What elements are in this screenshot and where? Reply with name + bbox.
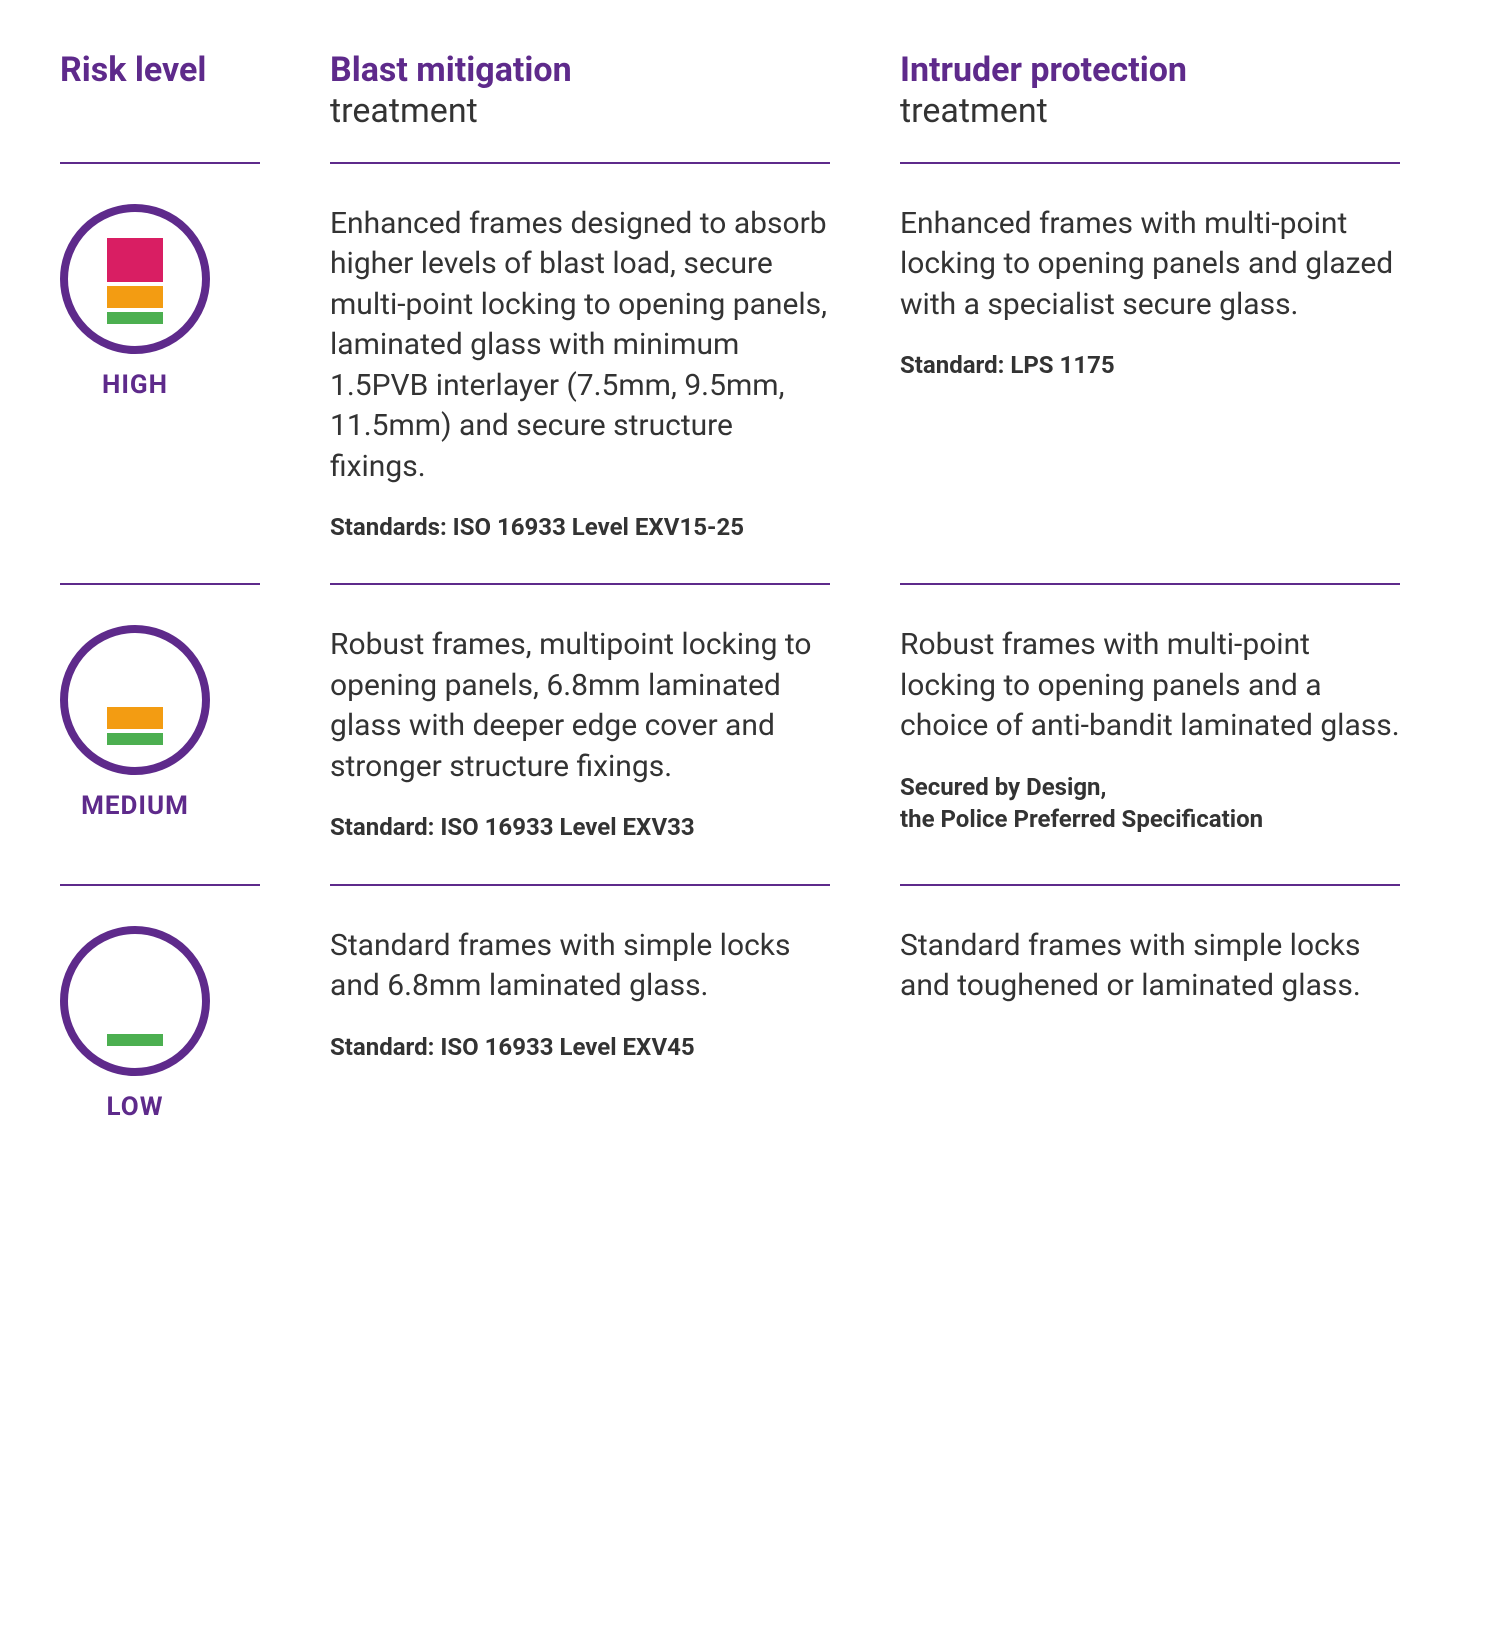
blast-cell-low: Standard frames with simple locks and 6.… xyxy=(330,886,830,1162)
risk-cell-medium: MEDIUM xyxy=(60,585,260,883)
risk-cell-low: LOW xyxy=(60,886,260,1162)
risk-label-medium: MEDIUM xyxy=(60,791,210,821)
blast-cell-high: Enhanced frames designed to absorb highe… xyxy=(330,164,830,584)
bar-green-icon xyxy=(107,1034,163,1046)
bar-green-icon xyxy=(107,312,163,324)
header-risk-title: Risk level xyxy=(60,50,260,90)
intruder-cell-high: Enhanced frames with multi-point locking… xyxy=(900,164,1400,584)
intruder-cell-medium: Robust frames with multi-point locking t… xyxy=(900,585,1400,883)
intruder-standard-high: Standard: LPS 1175 xyxy=(900,349,1400,381)
intruder-text-medium: Robust frames with multi-point locking t… xyxy=(900,625,1400,747)
bar-orange-icon xyxy=(107,707,163,729)
intruder-cell-low: Standard frames with simple locks and to… xyxy=(900,886,1400,1162)
bar-green-icon xyxy=(107,733,163,745)
blast-standard-low: Standard: ISO 16933 Level EXV45 xyxy=(330,1031,830,1063)
risk-icon-medium xyxy=(60,625,210,775)
header-blast-sub: treatment xyxy=(330,91,830,132)
blast-standard-high: Standards: ISO 16933 Level EXV15-25 xyxy=(330,511,830,543)
header-intruder: Intruder protection treatment xyxy=(900,50,1400,162)
intruder-text-low: Standard frames with simple locks and to… xyxy=(900,926,1400,1007)
blast-standard-medium: Standard: ISO 16933 Level EXV33 xyxy=(330,811,830,843)
risk-icon-high xyxy=(60,204,210,354)
bar-orange-icon xyxy=(107,286,163,308)
intruder-text-high: Enhanced frames with multi-point locking… xyxy=(900,204,1400,326)
header-blast-title: Blast mitigation xyxy=(330,50,830,91)
blast-text-medium: Robust frames, multipoint locking to ope… xyxy=(330,625,830,787)
risk-label-low: LOW xyxy=(60,1092,210,1122)
blast-cell-medium: Robust frames, multipoint locking to ope… xyxy=(330,585,830,883)
bar-red-icon xyxy=(107,238,163,282)
header-intruder-title: Intruder protection xyxy=(900,50,1400,91)
risk-table: Risk level Blast mitigation treatment In… xyxy=(60,50,1437,1162)
blast-text-low: Standard frames with simple locks and 6.… xyxy=(330,926,830,1007)
header-risk: Risk level xyxy=(60,50,260,162)
risk-cell-high: HIGH xyxy=(60,164,260,584)
blast-text-high: Enhanced frames designed to absorb highe… xyxy=(330,204,830,488)
header-intruder-sub: treatment xyxy=(900,91,1400,132)
risk-icon-low xyxy=(60,926,210,1076)
risk-label-high: HIGH xyxy=(60,370,210,400)
header-blast: Blast mitigation treatment xyxy=(330,50,830,162)
intruder-standard-medium: Secured by Design, the Police Preferred … xyxy=(900,771,1400,836)
